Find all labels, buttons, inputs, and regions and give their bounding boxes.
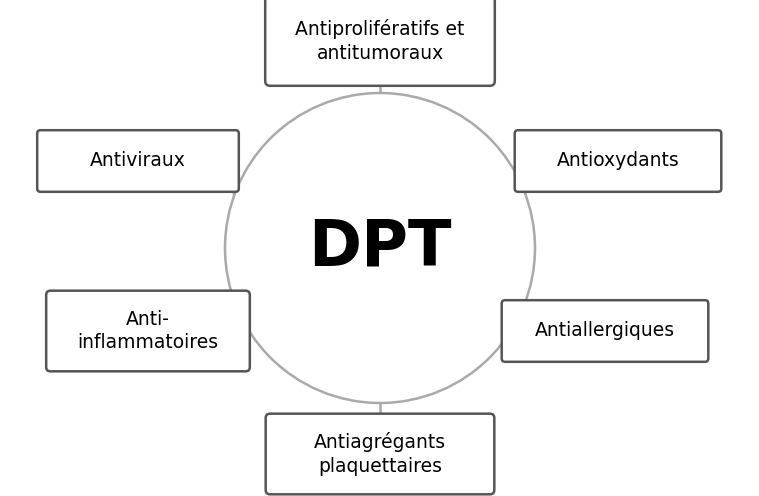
Text: Anti-
inflammatoires: Anti- inflammatoires — [77, 310, 219, 352]
Text: DPT: DPT — [308, 217, 452, 279]
Text: Antiallergiques: Antiallergiques — [535, 321, 675, 340]
FancyBboxPatch shape — [515, 130, 721, 192]
FancyBboxPatch shape — [266, 414, 494, 495]
FancyBboxPatch shape — [46, 291, 250, 372]
FancyBboxPatch shape — [265, 0, 495, 86]
Text: Antiviraux: Antiviraux — [90, 151, 186, 171]
Circle shape — [225, 93, 535, 403]
Text: Antiprolifératifs et
antitumoraux: Antiprolifératifs et antitumoraux — [295, 19, 465, 63]
Text: Antiagrégants
plaquettaires: Antiagrégants plaquettaires — [314, 432, 446, 476]
FancyBboxPatch shape — [37, 130, 239, 192]
FancyBboxPatch shape — [502, 300, 708, 362]
Text: Antioxydants: Antioxydants — [556, 151, 679, 171]
